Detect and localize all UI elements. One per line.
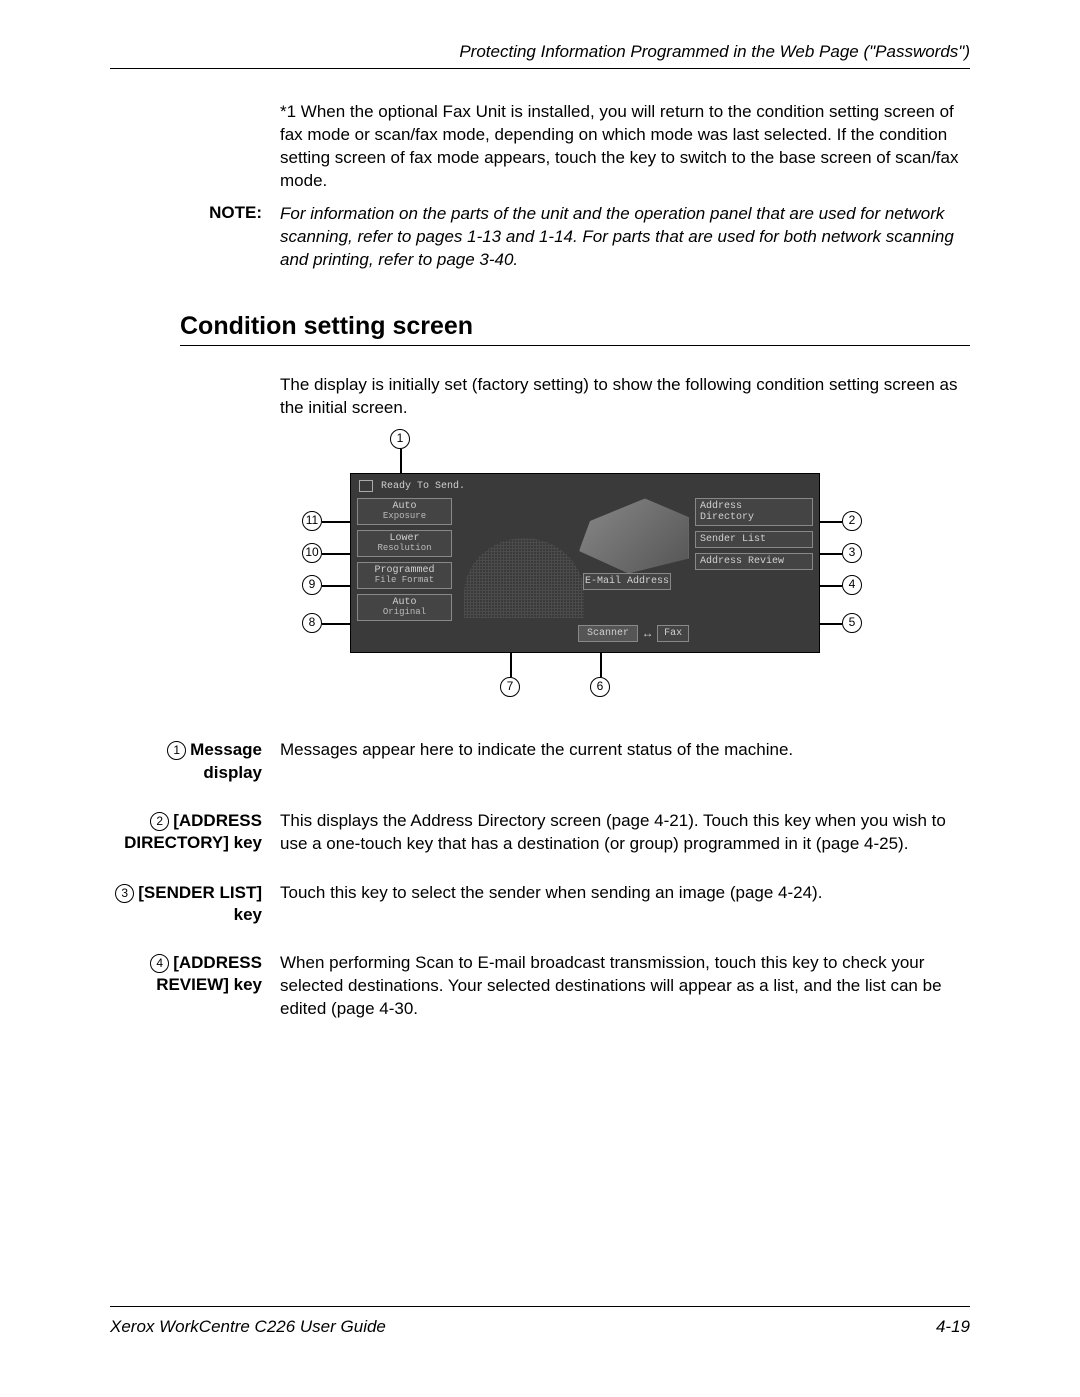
email-address-key[interactable]: E-Mail Address	[583, 573, 671, 590]
note-block: NOTE: For information on the parts of th…	[110, 203, 970, 272]
def-3: 3[SENDER LIST] key Touch this key to sel…	[110, 882, 970, 926]
footer-page-number: 4-19	[936, 1317, 970, 1337]
footer-guide-name: Xerox WorkCentre C226 User Guide	[110, 1317, 386, 1337]
callout-9: 9	[302, 575, 322, 595]
note-label: NOTE:	[110, 203, 280, 272]
section-heading: Condition setting screen	[180, 312, 970, 346]
def-3-text: Touch this key to select the sender when…	[280, 882, 970, 926]
lcd-center-area: E-Mail Address Scanner ↔ Fax	[458, 498, 689, 642]
scanner-mode-key[interactable]: Scanner	[578, 625, 638, 642]
fax-mode-key[interactable]: Fax	[657, 625, 689, 642]
callout-11: 11	[302, 511, 322, 531]
running-header: Protecting Information Programmed in the…	[110, 42, 970, 69]
file-format-key[interactable]: Programmed File Format	[357, 562, 452, 589]
resolution-key[interactable]: Lower Resolution	[357, 530, 452, 557]
callout-7: 7	[500, 677, 520, 697]
page-footer: Xerox WorkCentre C226 User Guide 4-19	[110, 1306, 970, 1337]
def-1-text: Messages appear here to indicate the cur…	[280, 739, 970, 783]
def-1: 1Message display Messages appear here to…	[110, 739, 970, 783]
section-lead: The display is initially set (factory se…	[280, 374, 970, 420]
callout-6: 6	[590, 677, 610, 697]
lcd-diagram: 1 11 10 9 8 2 3 4 5 7 6 Ready To Send. A…	[280, 429, 880, 709]
def-4-text: When performing Scan to E-mail broadcast…	[280, 952, 970, 1021]
address-review-key[interactable]: Address Review	[695, 553, 813, 570]
address-directory-key[interactable]: Address Directory	[695, 498, 813, 526]
lcd-left-column: Auto Exposure Lower Resolution Programme…	[357, 498, 452, 642]
callout-1: 1	[390, 429, 410, 449]
lcd-message-bar: Ready To Send.	[351, 474, 819, 498]
def-2-text: This displays the Address Directory scre…	[280, 810, 970, 856]
callout-4: 4	[842, 575, 862, 595]
def-2: 2[ADDRESS DIRECTORY] key This displays t…	[110, 810, 970, 856]
lcd-ready-text: Ready To Send.	[381, 481, 465, 492]
scanner-graphic	[579, 498, 689, 573]
callout-5: 5	[842, 613, 862, 633]
lcd-screen: Ready To Send. Auto Exposure Lower Resol…	[350, 473, 820, 653]
sender-list-key[interactable]: Sender List	[695, 531, 813, 548]
exposure-key[interactable]: Auto Exposure	[357, 498, 452, 525]
intro-paragraph: *1 When the optional Fax Unit is install…	[280, 101, 970, 193]
callout-8: 8	[302, 613, 322, 633]
original-key[interactable]: Auto Original	[357, 594, 452, 621]
callout-3: 3	[842, 543, 862, 563]
callout-2: 2	[842, 511, 862, 531]
def-4: 4[ADDRESS REVIEW] key When performing Sc…	[110, 952, 970, 1021]
mode-switch-arrow-icon: ↔	[642, 627, 653, 641]
lcd-right-column: Address Directory Sender List Address Re…	[695, 498, 813, 642]
note-text: For information on the parts of the unit…	[280, 203, 970, 272]
callout-10: 10	[302, 543, 322, 563]
document-icon	[359, 480, 373, 492]
globe-graphic	[464, 538, 584, 618]
